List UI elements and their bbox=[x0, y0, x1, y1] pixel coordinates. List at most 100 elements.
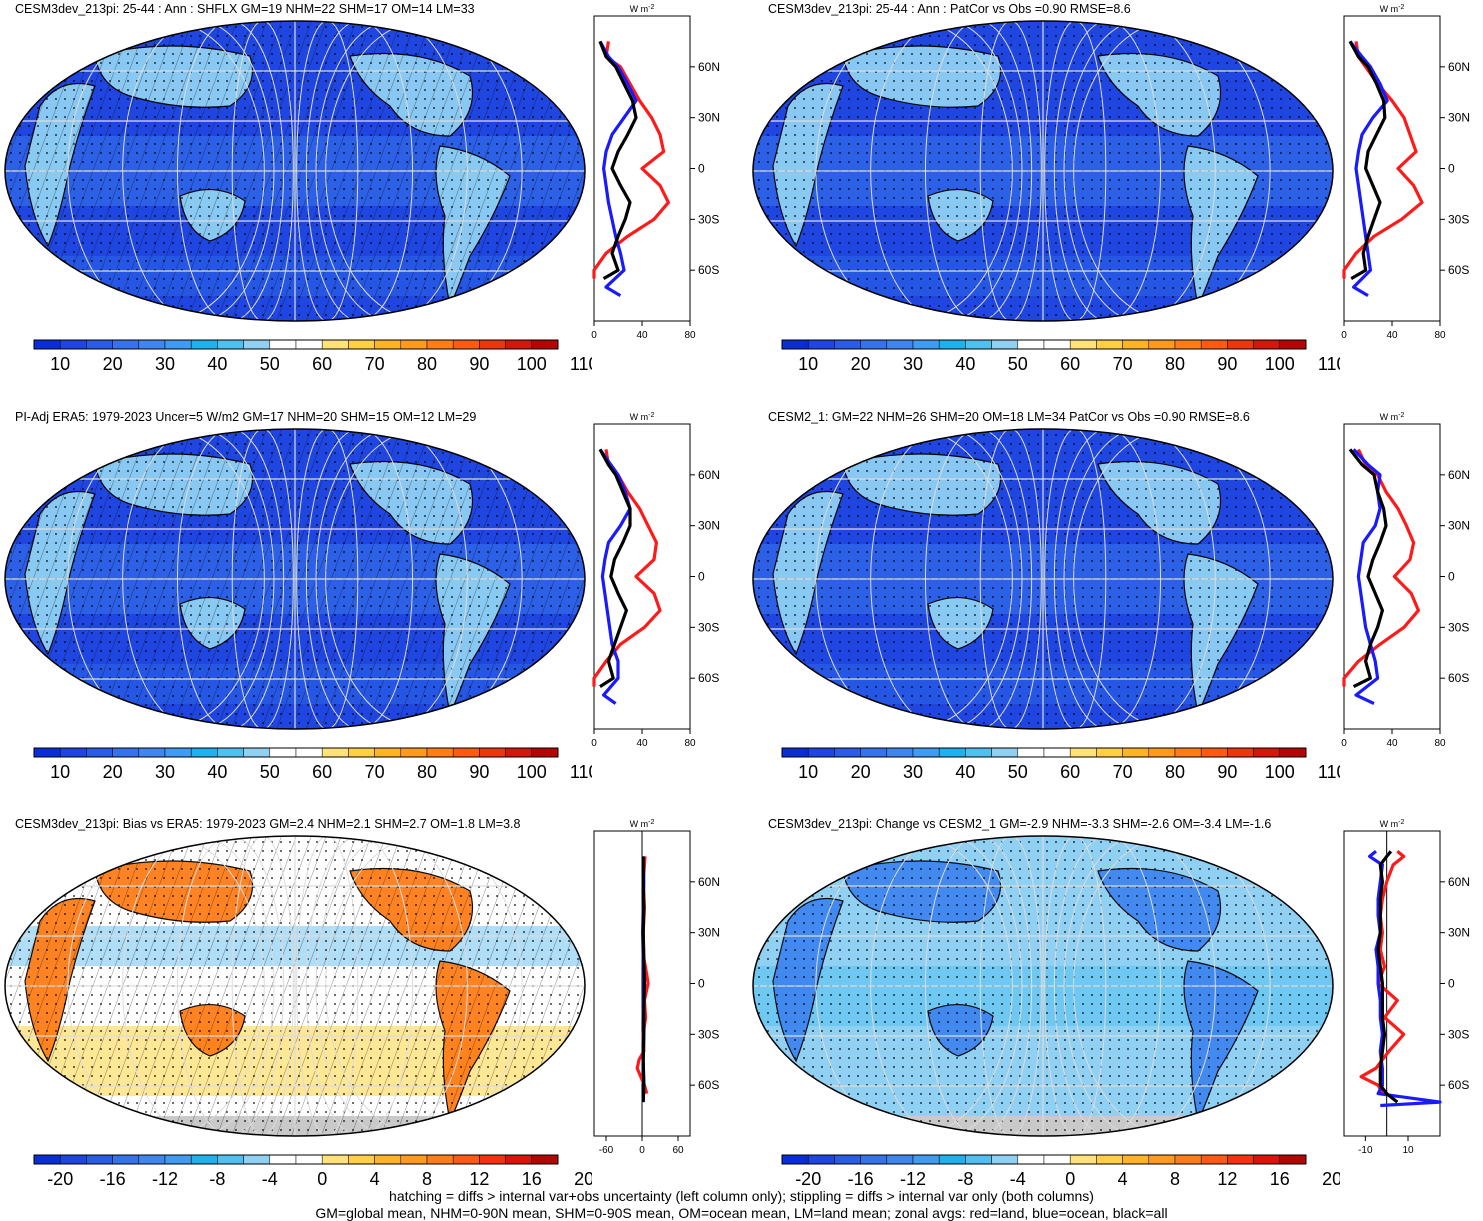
colorbar-swatch bbox=[991, 1154, 1019, 1165]
colorbar-label: 100 bbox=[1265, 762, 1295, 782]
colorbar-swatch bbox=[1227, 747, 1254, 758]
x-tick-label: 60 bbox=[672, 1145, 684, 1156]
zonal-frame bbox=[1343, 15, 1441, 322]
colorbar-label: 40 bbox=[955, 354, 975, 374]
colorbar-swatch bbox=[59, 747, 87, 758]
colorbar-frame bbox=[781, 747, 1307, 758]
series-blue bbox=[1352, 448, 1382, 706]
colorbar-label: -8 bbox=[957, 1169, 973, 1189]
colorbar-swatch bbox=[190, 747, 218, 758]
colorbar-swatch bbox=[505, 339, 533, 350]
lat-tick-label: 0 bbox=[1448, 570, 1455, 584]
world-map bbox=[4, 835, 586, 1137]
x-tick-label: 0 bbox=[1341, 738, 1347, 749]
colorbar-swatch bbox=[912, 747, 940, 758]
zonal-unit-exp: -2 bbox=[1398, 412, 1404, 419]
colorbar-label: 10 bbox=[50, 354, 70, 374]
meridian bbox=[325, 429, 523, 729]
colorbar-swatch bbox=[1148, 339, 1176, 350]
map-border bbox=[752, 20, 1334, 322]
colorbar-swatch bbox=[834, 747, 861, 758]
meridian bbox=[67, 836, 265, 1136]
map-border bbox=[4, 428, 586, 730]
colorbar-label: -20 bbox=[795, 1169, 821, 1189]
colorbar-swatch bbox=[295, 747, 323, 758]
series-blue bbox=[1348, 40, 1389, 297]
colorbar: -20 -16 -12 -8 -4 0 4 8 12 16 20 bbox=[33, 1154, 592, 1189]
lat-tick-label: 30S bbox=[1448, 1027, 1469, 1041]
colorbar-swatch bbox=[374, 1154, 402, 1165]
colorbar-swatch bbox=[1017, 747, 1045, 758]
colorbar-label: 12 bbox=[469, 1169, 489, 1189]
zonal-average-plot: W m-2 60N 30N 0 30S 60S -60 0 60 bbox=[593, 819, 720, 1156]
colorbar-swatch bbox=[860, 339, 888, 350]
colorbar-swatch bbox=[321, 339, 349, 350]
zonal-unit: W m-2 bbox=[1380, 412, 1405, 422]
world-map bbox=[4, 20, 586, 322]
x-tick-label: 0 bbox=[591, 330, 597, 341]
colorbar-swatch bbox=[531, 747, 559, 758]
colorbar-label: 20 bbox=[1322, 1169, 1340, 1189]
colorbar-frame bbox=[781, 1154, 1307, 1165]
panel-title: CESM2_1: GM=22 NHM=26 SHM=20 OM=18 LM=34… bbox=[768, 410, 1250, 424]
lat-tick-label: 60N bbox=[698, 468, 720, 482]
lat-tick-label: 30N bbox=[698, 111, 720, 125]
colorbar-swatch bbox=[190, 1154, 218, 1165]
lat-tick-label: 60N bbox=[698, 60, 720, 74]
colorbar-swatch bbox=[965, 339, 992, 350]
colorbar-swatch bbox=[112, 339, 140, 350]
colorbar-label: -4 bbox=[1010, 1169, 1026, 1189]
colorbar-swatch bbox=[374, 339, 402, 350]
colorbar-swatch bbox=[781, 1154, 809, 1165]
meridian bbox=[1053, 429, 1162, 729]
colorbar-swatch bbox=[1200, 747, 1228, 758]
meridian bbox=[305, 836, 414, 1136]
colorbar-swatch bbox=[1227, 1154, 1254, 1165]
zonal-average-plot: W m-2 60N 30N 0 30S 60S 0 40 80 bbox=[1341, 4, 1470, 341]
colorbar-label: 20 bbox=[851, 762, 871, 782]
colorbar-swatch bbox=[807, 747, 835, 758]
meridian bbox=[231, 836, 294, 1136]
colorbar-swatch bbox=[1069, 747, 1097, 758]
colorbar-label: 30 bbox=[903, 354, 923, 374]
colorbar-swatch bbox=[912, 339, 940, 350]
series-black bbox=[641, 856, 646, 1103]
series-black bbox=[1376, 850, 1399, 1104]
colorbar-swatch bbox=[164, 1154, 192, 1165]
panel-2: CESM3dev_213pi: 25-44 : Ann : PatCor vs … bbox=[748, 0, 1483, 400]
panel-6: CESM3dev_213pi: Change vs CESM2_1 GM=-2.… bbox=[748, 815, 1483, 1215]
colorbar-label: 60 bbox=[312, 762, 332, 782]
colorbar-label: 60 bbox=[1060, 762, 1080, 782]
colorbar-swatch bbox=[938, 747, 966, 758]
zonal-frame bbox=[593, 423, 691, 730]
series-blue bbox=[1368, 850, 1442, 1108]
colorbar-swatch bbox=[1043, 747, 1071, 758]
colorbar-swatch bbox=[938, 339, 966, 350]
colorbar-swatch bbox=[400, 747, 428, 758]
map-border bbox=[4, 20, 586, 322]
meridian bbox=[325, 21, 523, 321]
meridian bbox=[122, 21, 275, 321]
world-map bbox=[752, 835, 1334, 1137]
lat-tick-label: 60S bbox=[698, 671, 719, 685]
x-tick-label: 0 bbox=[1341, 330, 1347, 341]
colorbar-label: 4 bbox=[370, 1169, 380, 1189]
colorbar-swatch bbox=[86, 747, 113, 758]
colorbar-label: 70 bbox=[365, 354, 385, 374]
zonal-unit-exp: -2 bbox=[1398, 819, 1404, 826]
colorbar-label: 40 bbox=[207, 762, 227, 782]
meridian bbox=[305, 21, 414, 321]
panel-4: CESM2_1: GM=22 NHM=26 SHM=20 OM=18 LM=34… bbox=[748, 408, 1483, 808]
colorbar-swatch bbox=[112, 747, 140, 758]
lat-tick-label: 60N bbox=[1448, 60, 1470, 74]
colorbar: 10 20 30 40 50 60 70 80 90 100 110 bbox=[33, 339, 592, 374]
colorbar-label: 16 bbox=[522, 1169, 542, 1189]
colorbar-swatch bbox=[295, 339, 323, 350]
zonal-unit: W m-2 bbox=[630, 819, 655, 829]
zonal-unit-exp: -2 bbox=[648, 819, 654, 826]
hatching bbox=[5, 836, 585, 1136]
colorbar-swatch bbox=[1043, 339, 1071, 350]
lat-tick-label: 60S bbox=[1448, 1078, 1469, 1092]
colorbar-swatch bbox=[1148, 1154, 1176, 1165]
lat-tick-label: 30N bbox=[1448, 926, 1470, 940]
